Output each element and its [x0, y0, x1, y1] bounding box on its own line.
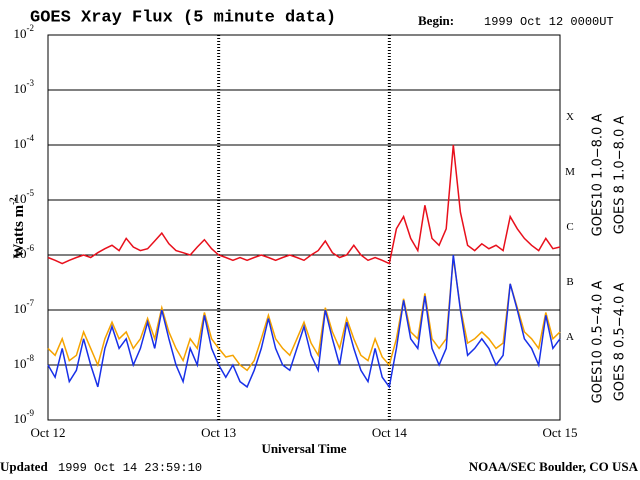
y-tick-base: 10: [14, 246, 27, 261]
flare-class-label: M: [565, 166, 575, 178]
x-tick-label: Oct 13: [201, 425, 236, 440]
y-tick-sup: -9: [27, 408, 35, 418]
y-tick-sup: -7: [27, 298, 35, 308]
y-tick-label: 10-7: [14, 298, 35, 316]
y-tick-sup: -6: [27, 243, 35, 253]
y-tick-sup: -4: [27, 133, 35, 143]
y-tick-label: 10-2: [14, 23, 35, 41]
y-tick-label: 10-9: [14, 408, 35, 426]
x-tick-label: Oct 14: [372, 425, 408, 440]
y-tick-label: 10-8: [14, 353, 35, 371]
flare-class-label: C: [566, 221, 573, 233]
flare-class-label: B: [566, 276, 573, 288]
y-tick-base: 10: [14, 301, 27, 316]
y-tick-base: 10: [14, 136, 27, 151]
legend-entry: GOES10 1.0−8.0 A: [591, 114, 606, 237]
y-tick-label: 10-3: [14, 78, 35, 96]
y-tick-label: 10-6: [14, 243, 35, 261]
flare-class-label: X: [566, 111, 574, 123]
updated-label: Updated: [0, 459, 48, 474]
y-tick-base: 10: [14, 411, 27, 426]
chart-title: GOES Xray Flux (5 minute data): [30, 8, 336, 27]
y-tick-base: 10: [14, 356, 27, 371]
y-axis-label: Watts m-2: [8, 197, 27, 259]
legend-entry: GOES10 0.5−4.0 A: [591, 281, 606, 404]
y-tick-sup: -8: [27, 353, 35, 363]
legend-entry: GOES 8 0.5−4.0 A: [613, 283, 628, 402]
y-axis-label-text: Watts m: [11, 204, 27, 258]
x-tick-label: Oct 15: [542, 425, 577, 440]
series-line: [47, 144, 561, 265]
begin-label: Begin:: [418, 13, 454, 28]
y-tick-sup: -5: [27, 188, 35, 198]
series-line: [47, 257, 561, 372]
credit: NOAA/SEC Boulder, CO USA: [469, 459, 639, 474]
begin-time: 1999 Oct 12 0000UT: [484, 15, 614, 29]
y-tick-label: 10-5: [14, 188, 35, 206]
flare-class-label: A: [566, 331, 574, 343]
x-axis-label: Universal Time: [261, 441, 346, 456]
y-tick-sup: -3: [27, 78, 35, 88]
x-tick-label: Oct 12: [30, 425, 65, 440]
series-line: [47, 254, 561, 389]
y-tick-base: 10: [14, 191, 27, 206]
legend-entry: GOES 8 1.0−8.0 A: [613, 116, 628, 235]
y-tick-base: 10: [14, 26, 27, 41]
y-tick-label: 10-4: [14, 133, 35, 151]
y-tick-sup: -2: [27, 23, 35, 33]
y-axis-label-sup: -2: [8, 197, 18, 205]
y-tick-base: 10: [14, 81, 27, 96]
updated-time: 1999 Oct 14 23:59:10: [58, 461, 202, 475]
plot-frame: [47, 34, 561, 421]
